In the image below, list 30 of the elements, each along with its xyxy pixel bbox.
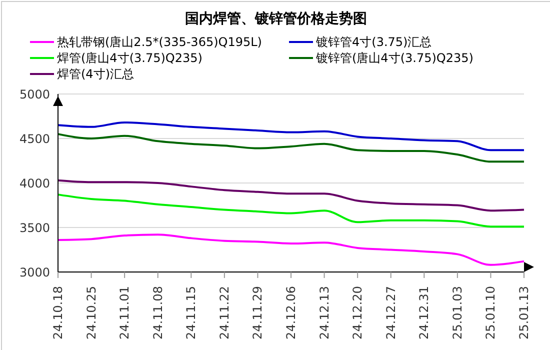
x-tick-label: 24.12.31 [417, 286, 432, 340]
x-tick-label: 24.11.22 [217, 286, 232, 340]
line-series [57, 121, 525, 152]
x-tick-label: 24.10.18 [51, 286, 65, 340]
legend-label: 焊管(4寸)汇总 [57, 66, 134, 82]
legend-label: 热轧带钢(唐山2.5*(335-365)Q195L) [57, 34, 262, 50]
y-tick-label: 4500 [19, 132, 50, 146]
line-series [57, 194, 525, 228]
y-tick-label: 3000 [19, 265, 50, 280]
x-tick-label: 24.10.25 [84, 286, 98, 340]
x-tick-label: 24.12.20 [350, 286, 365, 340]
x-tick-label: 24.12.06 [284, 286, 298, 340]
y-tick-label: 5000 [19, 87, 50, 102]
y-tick-label: 4000 [19, 176, 50, 190]
x-tick-label: 24.12.27 [384, 286, 398, 340]
legend-label: 焊管(唐山4寸(3.75)Q235) [57, 50, 202, 66]
y-tick-label: 3500 [19, 220, 50, 235]
x-tick-label: 24.11.29 [250, 286, 265, 340]
line-series [57, 133, 525, 163]
x-tick-label: 24.11.01 [118, 286, 132, 340]
x-tick-label: 24.12.13 [317, 286, 332, 340]
x-tick-label: 24.11.08 [150, 286, 165, 340]
x-tick-label: 25.01.03 [450, 286, 464, 340]
x-tick-label: 25.01.13 [517, 286, 531, 340]
legend-label: 镀锌管4寸(3.75)汇总 [316, 34, 432, 50]
chart-title: 国内焊管、镀锌管价格走势图 [184, 10, 368, 28]
x-tick-label: 25.01.10 [484, 286, 498, 340]
line-series [57, 179, 525, 212]
legend-label: 镀锌管(唐山4寸(3.75)Q235) [316, 50, 474, 66]
x-tick-label: 24.11.15 [184, 286, 198, 340]
